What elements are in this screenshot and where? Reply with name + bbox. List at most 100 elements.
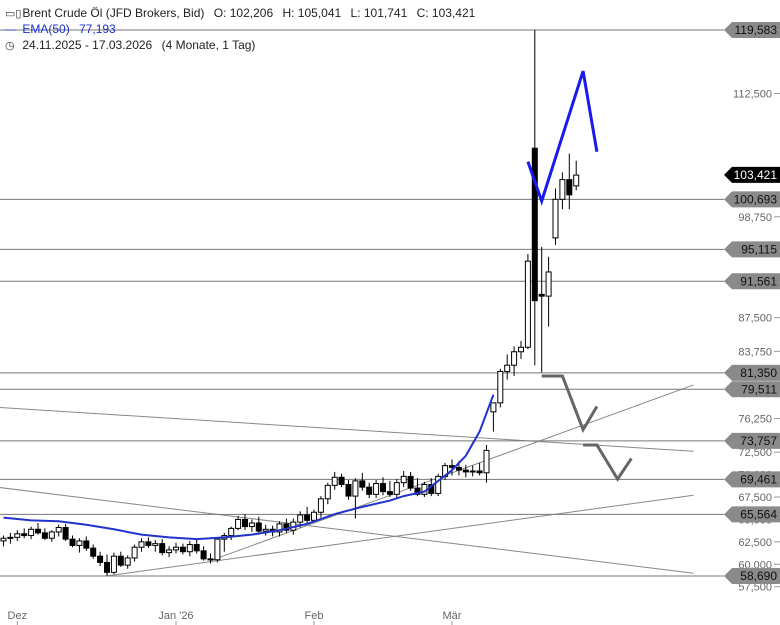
candle-down [159,543,166,554]
trendline [0,487,694,574]
candle-down [242,518,248,528]
y-tick-label: 87,500 [738,313,772,325]
symbol-info-row: ▭▯ Brent Crude Öl (JFD Brokers, Bid) O: … [5,6,475,20]
candle-up [297,514,304,523]
candle-up [110,555,117,573]
candle-up [14,533,21,538]
candle-up [545,271,552,297]
candle-up [28,528,35,537]
candle-up [248,522,255,528]
candle-down [531,147,538,302]
level-tag [724,568,780,584]
level-tag-label: 100,693 [734,192,778,206]
candle-down [35,528,41,534]
candle-up [518,346,524,353]
ema50-line [3,394,495,541]
candle-up [317,498,324,513]
candle-down [414,487,421,495]
candle-up [400,475,407,484]
candle-down [83,540,90,549]
candle-up [124,557,131,566]
level-tag-label: 58,690 [740,569,777,583]
x-tick-label: Feb [305,610,324,622]
candle-up [490,402,497,413]
level-tag-label: 81,350 [740,366,777,380]
symbol-title: Brent Crude Öl (JFD Brokers, Bid) [22,6,205,20]
candle-down [366,486,373,495]
candle-up [152,543,159,546]
ema-value: 77,193 [79,22,116,36]
candle-down [207,558,214,561]
projection-arrows [526,70,633,482]
projection-path [583,443,633,482]
candle-up [469,470,476,473]
candlesticks [0,29,580,576]
horizontal-levels [0,29,724,577]
level-tag-label: 95,115 [741,242,777,256]
candle-down [380,483,386,493]
level-tag [724,471,780,488]
candle-down [97,555,104,563]
candle-up [373,483,380,495]
level-tag-label: 79,511 [741,382,777,396]
level-tag [724,273,780,290]
high-value: H: 105,041 [282,6,342,20]
y-tick-label: 83,750 [738,346,772,358]
y-tick-label: 98,750 [738,212,772,224]
candle-up [235,518,242,529]
level-tag [724,432,780,449]
candle-up [55,526,62,533]
projection-path [541,374,599,434]
candle-up [435,475,442,494]
date-range: 24.11.2025 - 17.03.2026 [22,38,153,52]
candle-down [145,541,152,546]
candle-up [331,476,338,486]
level-tag [724,191,780,208]
projection-path [526,70,599,206]
level-tag [724,22,780,38]
x-tick-label: Mär [443,610,462,622]
ema-info-row: — EMA(50) 77,193 [5,22,116,36]
open-value: O: 102,206 [213,6,274,20]
candle-up [497,370,504,404]
level-tag [724,241,780,258]
ema-label: EMA(50) [22,22,70,36]
candle-up [138,541,145,548]
trendlines [0,384,694,577]
candle-down [193,544,200,552]
level-tag-label: 119,583 [735,23,778,37]
level-tag [724,166,780,183]
candle-down [462,469,469,473]
candle-up [311,511,317,521]
low-value: L: 101,741 [350,6,408,20]
close-value: C: 103,421 [416,6,476,20]
candle-up [393,482,400,495]
candle-down [338,476,345,485]
candle-up [186,544,193,553]
trendline [106,494,694,577]
candle-up [214,538,221,561]
candle-down [407,475,414,489]
level-tag-label: 69,461 [740,472,777,486]
candle-down [538,293,545,297]
y-tick-label: 62,500 [738,537,772,549]
candle-up [504,364,511,372]
x-tick-label: Jan '26 [158,610,193,622]
ema-line [3,394,495,541]
candle-down [104,561,110,573]
level-tag [724,506,780,523]
candle-up [0,537,7,542]
candle-down [200,550,207,560]
level-tag-label: 103,421 [734,168,778,182]
candle-down [304,514,311,521]
candle-down [455,466,462,471]
y-tick-label: 67,500 [738,492,772,504]
candle-up [559,179,566,200]
candle-up [573,174,580,187]
candle-up [552,198,559,239]
level-tag-label: 73,757 [740,434,777,448]
candle-down [359,480,366,488]
level-tag [724,364,780,381]
y-tick-label: 72,500 [738,447,772,459]
